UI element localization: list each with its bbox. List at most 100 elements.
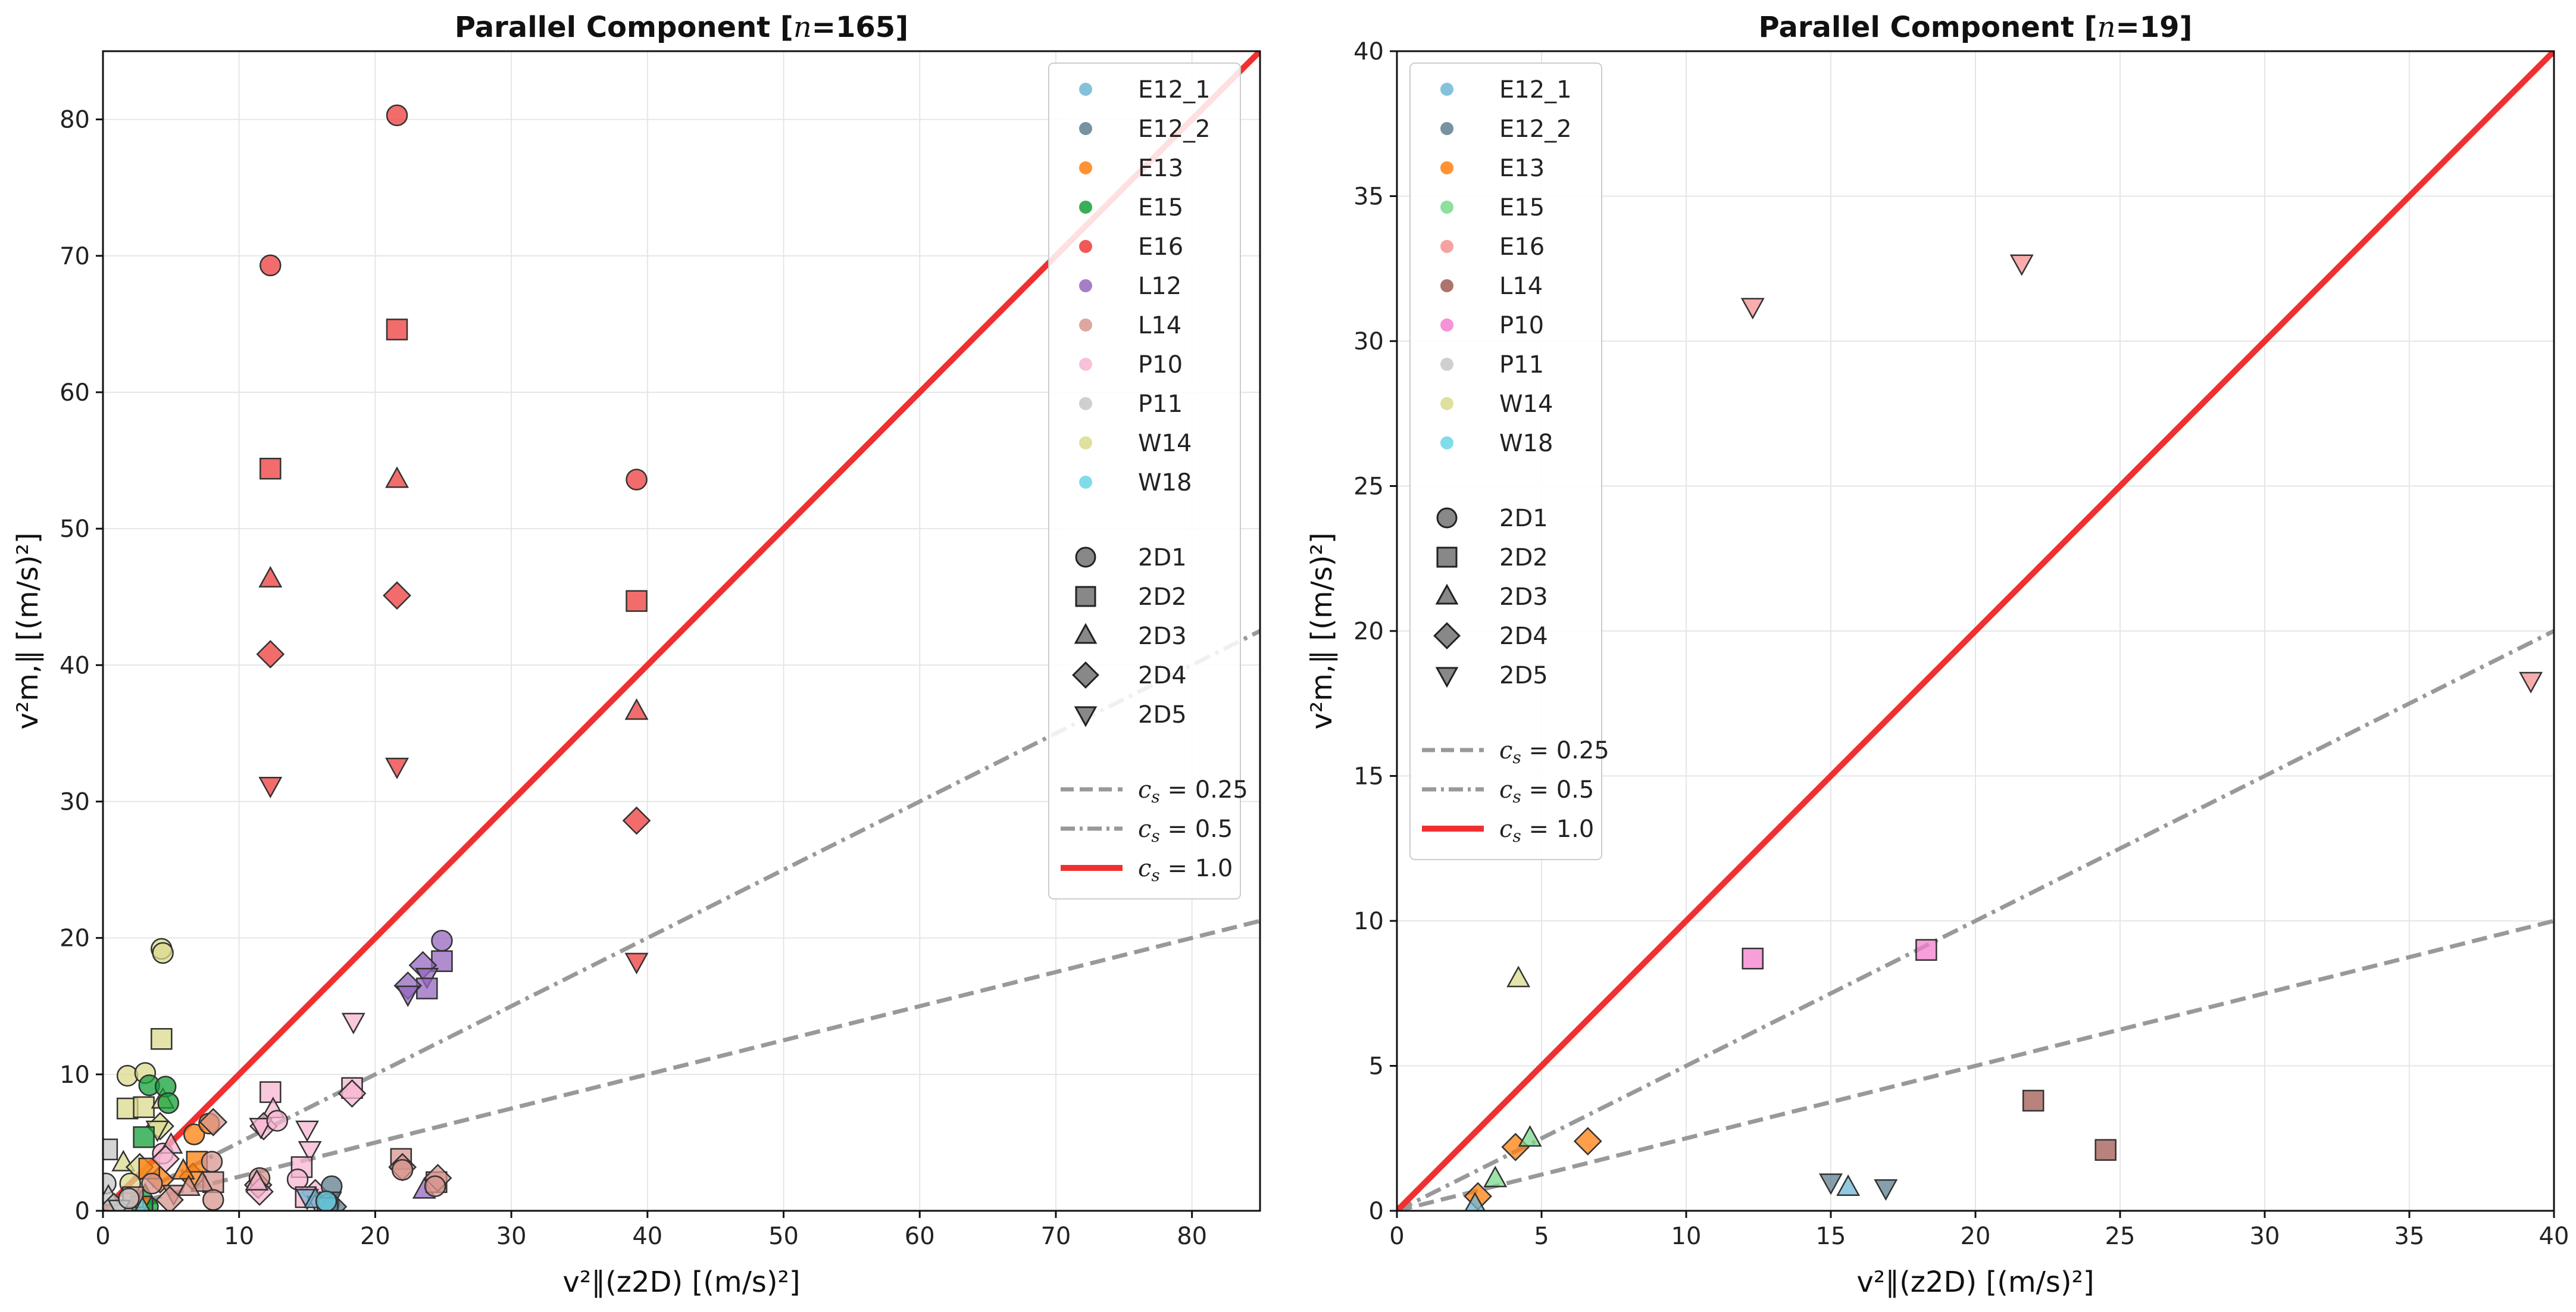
- grid: [1396, 51, 2555, 1211]
- legend-box: [1409, 63, 1602, 860]
- legend-label: 2D3: [1499, 583, 1548, 611]
- legend-label: L12: [1138, 273, 1181, 300]
- point-e13-diamond: [1573, 1127, 1602, 1155]
- legend-label: E13: [1499, 155, 1545, 182]
- point-p10-square: [1742, 948, 1764, 970]
- point-e15-triangle-up: [1483, 1166, 1508, 1188]
- point-l14-circle: [391, 1159, 414, 1181]
- legend-label: E12_2: [1499, 115, 1572, 143]
- point-e12-2-triangle-down: [1819, 1173, 1843, 1195]
- left-scatter-panel: 0 10 20 30 40 50 60 70 80 0 10 20 30 40 50 60 70 80 Parall…: [11, 11, 1261, 1299]
- point-e16-triangle-down: [624, 952, 649, 974]
- x-axis-label: v²∥(z2D) [(m/s)²]: [1856, 1266, 2094, 1299]
- legend-swatch-l14: [1440, 279, 1453, 292]
- point-w18-triangle-up: [134, 1196, 151, 1211]
- chart-title: Parallel Component [n=19]: [1759, 11, 2193, 44]
- data-points: [1464, 254, 2543, 1211]
- y-tick-label: 5: [1369, 1053, 1384, 1080]
- right-scatter-panel: 0 5 10 15 20 25 30 35 40 0 5 10 15 20 25 30 35 40 Parallel…: [1305, 11, 2569, 1299]
- legend-label: 2D3: [1138, 623, 1187, 650]
- point-e12-1-triangle-up: [1464, 1192, 1486, 1211]
- point-p10-circle: [266, 1110, 288, 1132]
- point-p10-diamond: [151, 1145, 180, 1173]
- point-e12-2-triangle-down: [1874, 1179, 1898, 1201]
- legend-swatch-p11: [1440, 358, 1453, 371]
- y-tick-label: 0: [75, 1198, 90, 1225]
- point-e15-circle: [157, 1092, 180, 1114]
- point-e13-circle: [183, 1123, 205, 1145]
- tick-labels: 0 10 20 30 40 50 60 70 80 0 10 20 30 40 50 60 70 80: [60, 107, 1207, 1250]
- x-tick-label: 20: [360, 1223, 390, 1250]
- legend-label: L14: [1499, 273, 1543, 300]
- y-tick-label: 0: [1369, 1198, 1384, 1225]
- y-tick-label: 80: [60, 107, 90, 134]
- legend-label: P10: [1138, 351, 1183, 379]
- legend-box: [1048, 63, 1241, 899]
- point-p10-triangle-down: [298, 1141, 322, 1163]
- y-tick-label: 30: [60, 788, 90, 816]
- axes-frame: [102, 50, 1261, 1212]
- legend-label: P11: [1499, 351, 1544, 379]
- x-tick-label: 25: [2105, 1223, 2136, 1250]
- point-l14-circle: [201, 1151, 223, 1173]
- y-tick-label: 10: [1353, 908, 1384, 935]
- x-tick-label: 50: [768, 1223, 799, 1250]
- point-e16-circle: [386, 104, 408, 126]
- point-e16-triangle-down: [385, 757, 409, 780]
- point-e16-triangle-down: [258, 776, 283, 799]
- point-e15-triangle-up: [1518, 1125, 1542, 1147]
- legend-swatch-e16: [1079, 240, 1092, 253]
- legend-swatch-e15: [1079, 201, 1092, 214]
- y-tick-label: 10: [60, 1061, 90, 1089]
- legend-marker-circle: [1436, 507, 1458, 529]
- x-tick-label: 0: [95, 1223, 110, 1250]
- point-p10-square: [1915, 939, 1937, 961]
- point-e12-1-triangle-up: [1836, 1174, 1861, 1197]
- legend-swatch-w14: [1079, 436, 1092, 449]
- y-tick-label: 20: [60, 925, 90, 952]
- point-e16-diamond: [622, 806, 651, 835]
- point-p10-triangle-down: [249, 1117, 273, 1140]
- legend-label: 2D5: [1499, 662, 1548, 689]
- x-tick-label: 0: [1389, 1223, 1404, 1250]
- point-p10-triangle-down: [295, 1120, 320, 1142]
- point-e16-triangle-down: [1740, 298, 1765, 320]
- legend-marker-triangle-down: [1435, 667, 1459, 688]
- y-tick-label: 15: [1353, 763, 1384, 791]
- point-p10-triangle-up: [245, 1169, 269, 1191]
- point-l14-triangle-up: [190, 1170, 214, 1192]
- legend-label: 2D1: [1138, 544, 1187, 571]
- legend-label: E15: [1138, 194, 1183, 221]
- legend-swatch-e15: [1440, 201, 1453, 214]
- reference-line-cs-0-25: [103, 919, 1260, 1211]
- point-w14-square: [133, 1096, 155, 1119]
- x-tick-label: 70: [1040, 1223, 1071, 1250]
- legend-label: 2D2: [1499, 544, 1548, 571]
- legend-marker-triangle-down: [1074, 706, 1098, 727]
- point-l14-square: [2094, 1139, 2117, 1161]
- legend-marker-diamond: [1433, 622, 1461, 649]
- point-p10-circle: [286, 1169, 309, 1191]
- reference-lines: [1397, 51, 2554, 1211]
- y-axis-label: v²m,∥ [(m/s)²]: [1305, 532, 1339, 729]
- legend-label: W14: [1138, 430, 1192, 457]
- point-e15-square: [133, 1126, 155, 1148]
- x-tick-label: 15: [1816, 1223, 1846, 1250]
- point-w14-circle: [116, 1064, 139, 1087]
- legend-label: E16: [1138, 233, 1183, 261]
- y-tick-label: 20: [1353, 618, 1384, 645]
- legend-swatch-e13: [1079, 161, 1092, 174]
- legend-label: W18: [1499, 430, 1553, 457]
- x-tick-label: 80: [1177, 1223, 1207, 1250]
- legend-label: P10: [1499, 312, 1544, 339]
- legend-label: cs = 0.5: [1138, 816, 1233, 846]
- legend-label: cs = 1.0: [1138, 855, 1233, 885]
- x-tick-label: 30: [496, 1223, 527, 1250]
- x-tick-label: 35: [2394, 1223, 2425, 1250]
- point-e16-circle: [260, 254, 282, 277]
- legend-label: E13: [1138, 155, 1183, 182]
- y-tick-label: 70: [60, 243, 90, 270]
- point-w14-triangle-up: [1506, 966, 1531, 988]
- point-e16-triangle-up: [385, 466, 409, 488]
